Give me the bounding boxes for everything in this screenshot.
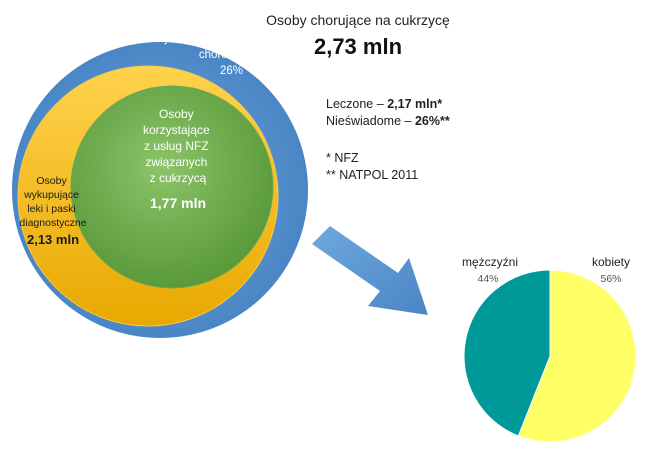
page-title: Osoby chorujące na cukrzycę (266, 12, 450, 28)
summary-treated-row: Leczone – 2,17 mln* (326, 96, 450, 113)
footnote-natpol: ** NATPOL 2011 (326, 168, 419, 182)
header: Osoby chorujące na cukrzycę 2,73 mln (258, 12, 458, 60)
outer-label-line-2: choroby (199, 49, 240, 61)
unaware-separator: – (404, 114, 412, 128)
inner-label-line-1: Osoby (159, 107, 194, 121)
summary-block: Leczone – 2,17 mln* Nieświadome – 26%** (326, 96, 450, 130)
pie-percent-women: 56% (600, 273, 621, 285)
inner-circle-value: 1,77 mln (150, 195, 206, 211)
middle-circle-label: Osoby wykupujące leki i paski diagnostyc… (19, 175, 86, 229)
pie-label-women: kobiety (592, 255, 630, 269)
pie-slice-women (517, 269, 637, 443)
footnote-nfz: * NFZ (326, 151, 359, 165)
pie-slice-men (463, 269, 551, 437)
treated-label: Leczone (326, 97, 374, 111)
outer-circle-label: osoby nieświadome choroby 26% (139, 33, 243, 77)
inner-circle-label: Osoby korzystające z usług NFZ związanyc… (143, 107, 213, 185)
unaware-label: Nieświadome (326, 114, 402, 128)
pie-label-men: mężczyźni (462, 255, 518, 269)
inner-label-line-2: korzystające (143, 123, 210, 137)
middle-label-line-4: diagnostyczne (19, 217, 86, 229)
inner-circle-nfz (70, 85, 274, 289)
middle-label-line-3: leki i paski (27, 203, 75, 215)
arrow-to-pie (312, 226, 428, 315)
treated-value: 2,17 mln* (387, 97, 443, 111)
unaware-value: 26%** (414, 114, 450, 128)
gender-pie-chart (463, 269, 637, 443)
outer-label-percent: 26% (220, 65, 243, 77)
middle-circle-value: 2,13 mln (27, 232, 79, 247)
inner-label-line-3: z usług NFZ (144, 139, 209, 153)
middle-label-line-2: wykupujące (23, 189, 79, 201)
pie-percent-men: 44% (477, 273, 498, 285)
summary-unaware-row: Nieświadome – 26%** (326, 113, 450, 130)
inner-label-line-5: z cukrzycą (150, 171, 207, 185)
footnotes: * NFZ ** NATPOL 2011 (326, 150, 418, 184)
total-diabetics-value: 2,73 mln (313, 34, 403, 59)
inner-label-line-4: związanych (145, 155, 207, 169)
middle-label-line-1: Osoby (36, 175, 67, 187)
outer-label-line-1: osoby nieświadome (139, 33, 240, 45)
treated-separator: – (376, 97, 384, 111)
